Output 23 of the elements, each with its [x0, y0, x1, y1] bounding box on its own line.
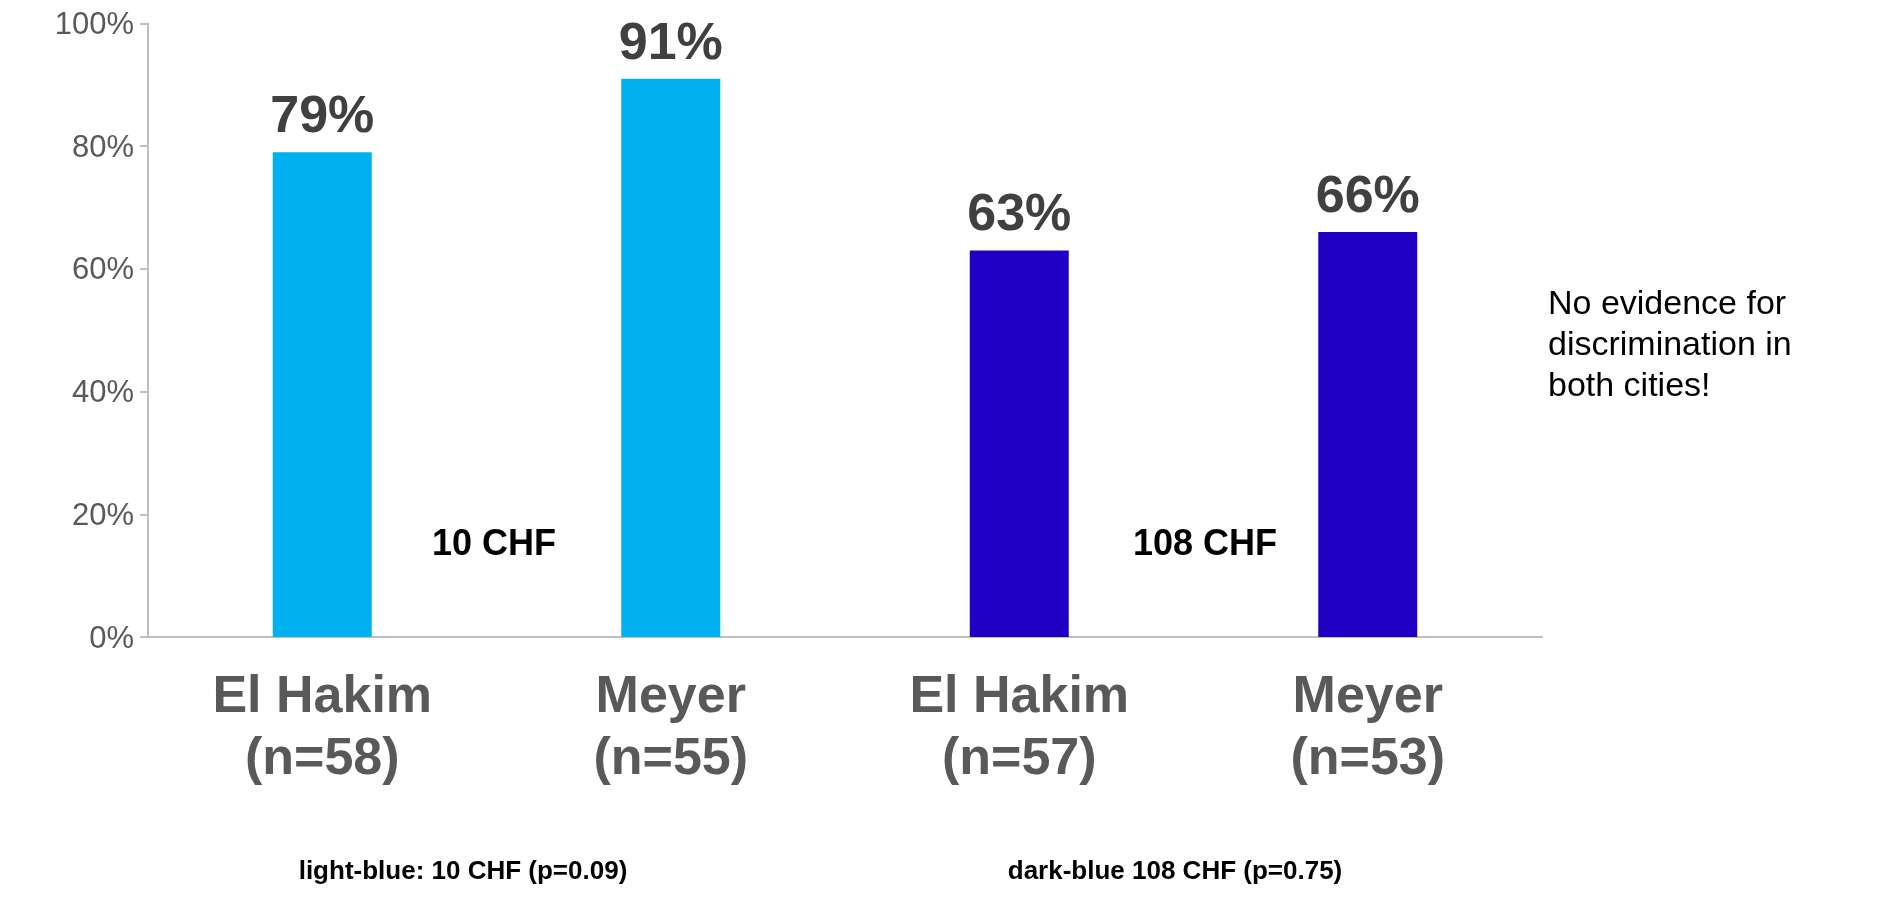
x-tick-label: Meyer (n=53) — [1290, 665, 1446, 785]
data-label: 91% — [618, 11, 723, 70]
y-tick-label: 100% — [54, 6, 134, 41]
annotation: 10 CHF — [431, 521, 557, 563]
text: dark-blue 108 CHF (p=0.75) — [1007, 855, 1343, 885]
bar — [1318, 232, 1418, 637]
y-tick-label: 40% — [71, 374, 134, 410]
y-tick-label: 0% — [89, 619, 134, 655]
text: No evidence for discrimination in both cities! — [1548, 283, 1802, 403]
y-tick-label: 80% — [71, 128, 134, 164]
annotation: 108 CHF — [1132, 521, 1278, 563]
y-tick-label: 60% — [71, 251, 134, 287]
y-tick-label: 20% — [71, 496, 134, 532]
data-label: 63% — [967, 183, 1072, 242]
bar — [969, 250, 1069, 637]
data-label: 66% — [1315, 165, 1420, 224]
data-label: 79% — [270, 85, 375, 144]
text: light-blue: 10 CHF (p=0.09) — [298, 855, 628, 885]
x-tick-label: El Hakim (n=57) — [909, 665, 1130, 785]
x-tick-label: Meyer (n=55) — [593, 665, 749, 785]
bar — [272, 152, 372, 637]
x-tick-label: El Hakim (n=58) — [212, 665, 433, 785]
bar — [621, 78, 721, 637]
